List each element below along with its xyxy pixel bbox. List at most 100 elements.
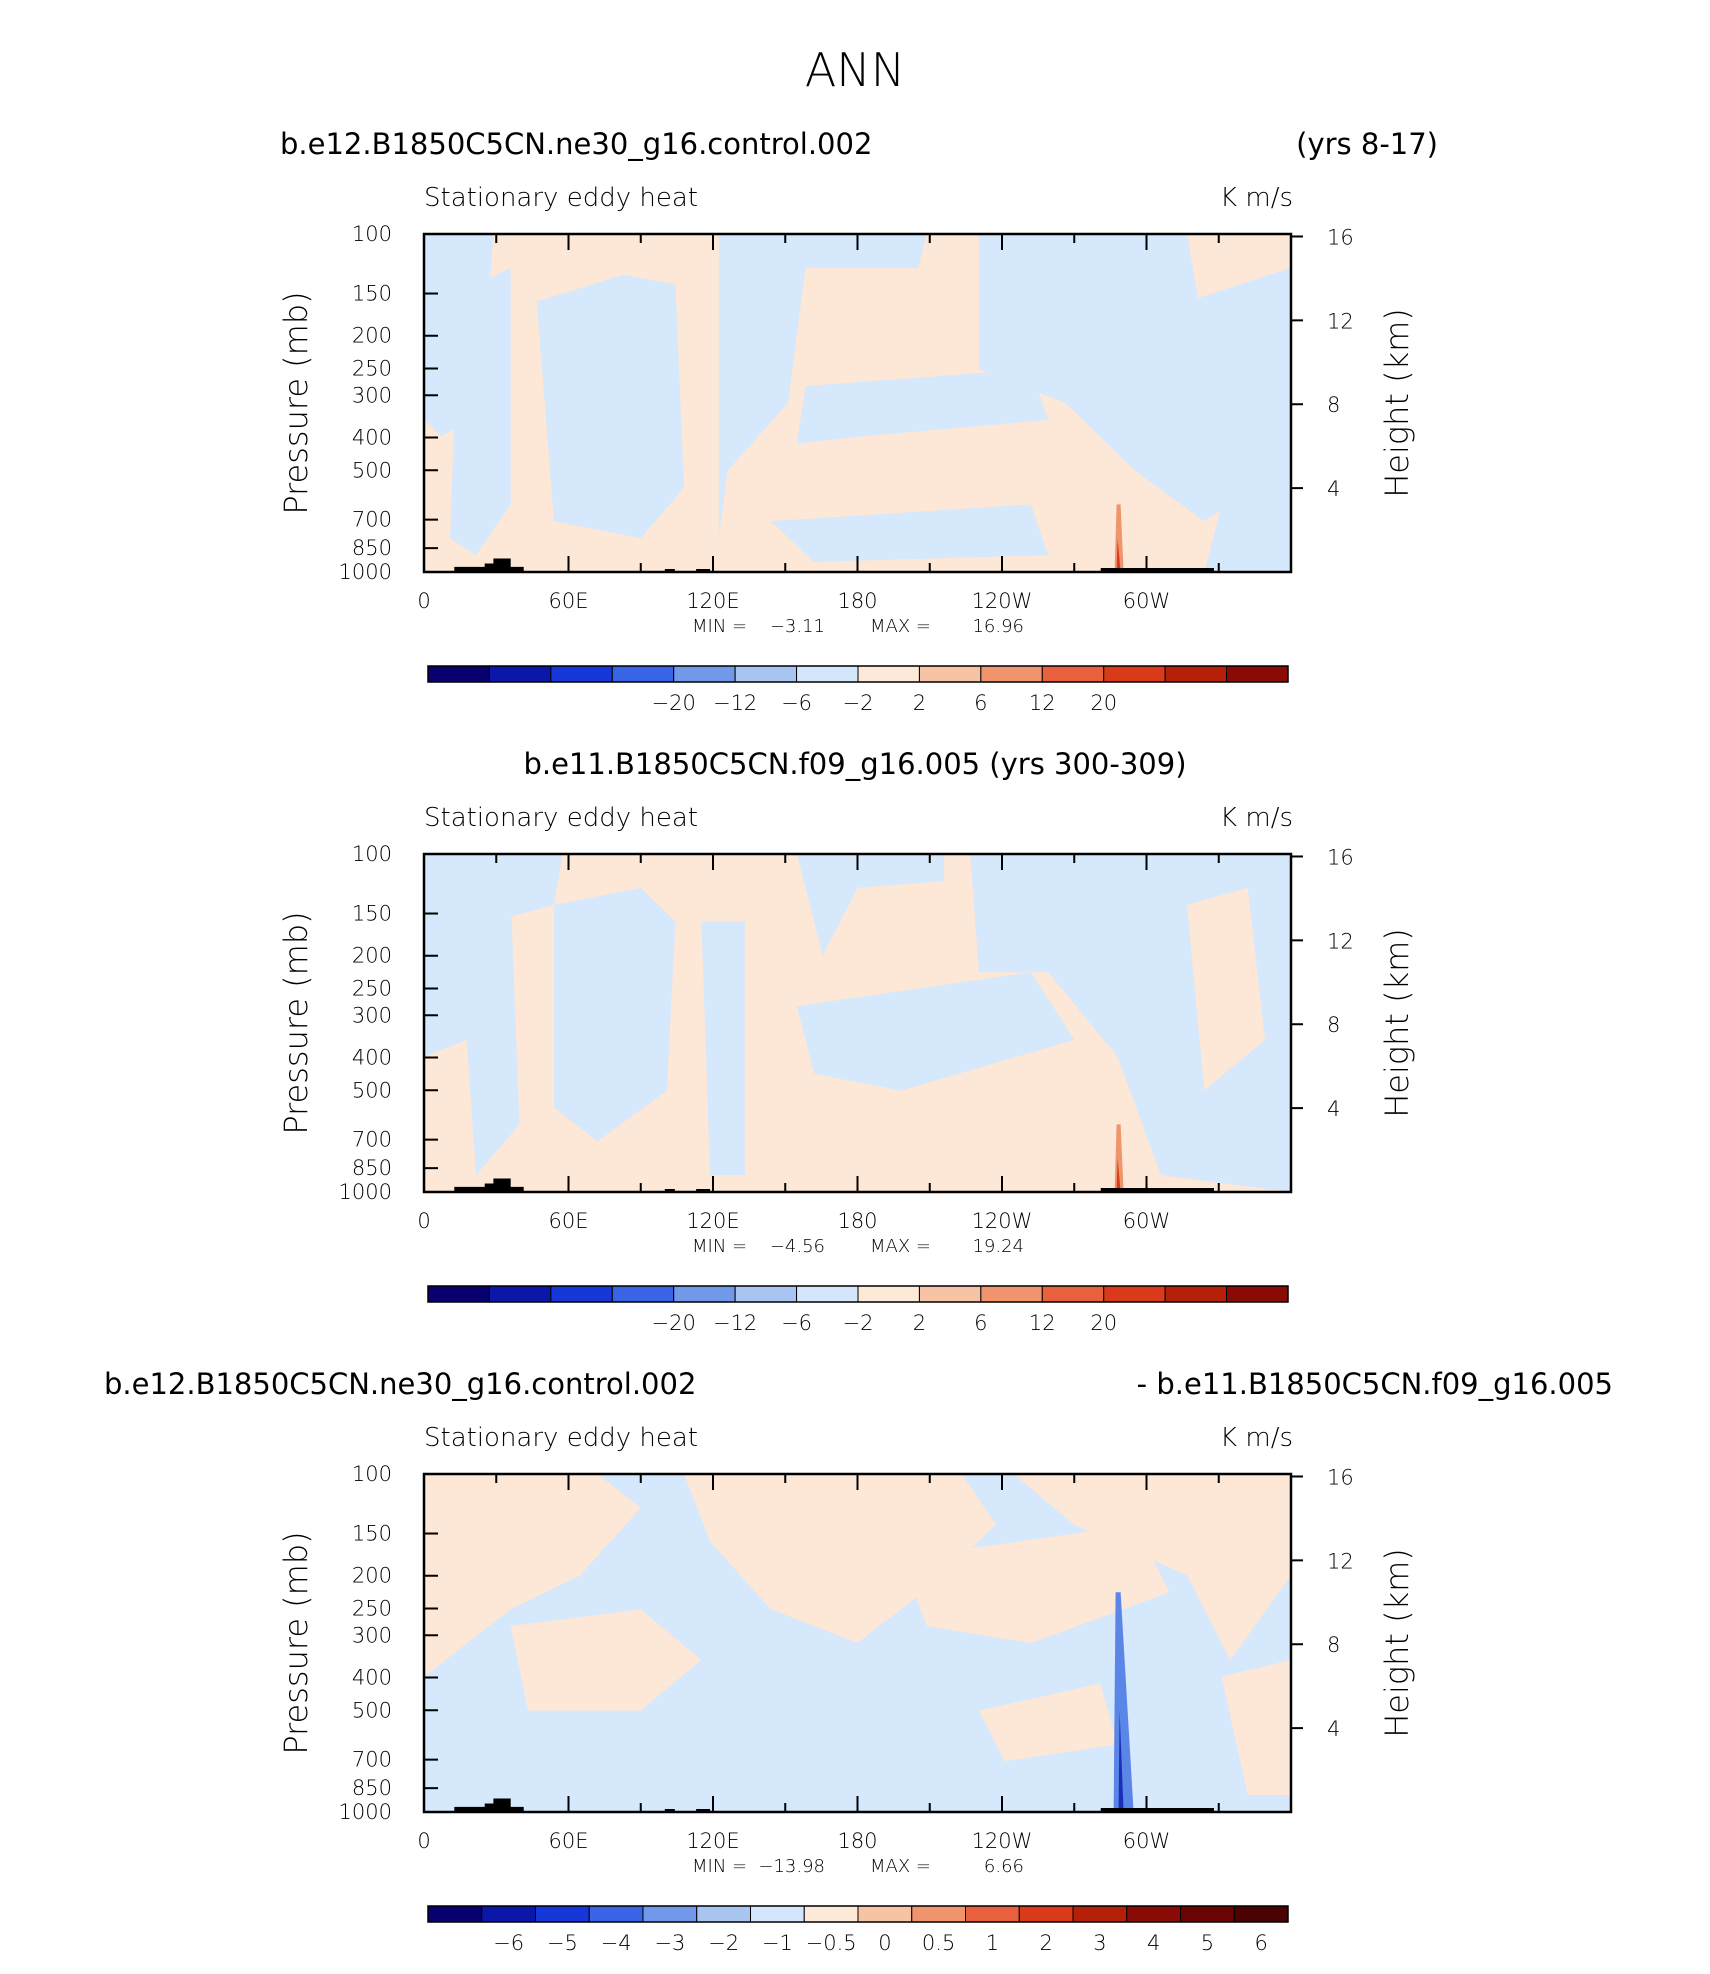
height-axis-label: Height (km) — [1378, 928, 1416, 1118]
colorbar-label: −1 — [762, 1931, 793, 1955]
pressure-tick-label: 850 — [352, 1776, 392, 1800]
field-contour-region — [554, 887, 676, 1142]
pressure-tick-label: 500 — [352, 458, 392, 482]
colorbar-label: −2 — [843, 691, 874, 715]
field-contour-region — [978, 1683, 1118, 1762]
colorbar-label: −5 — [547, 1931, 578, 1955]
terrain-asia — [664, 1809, 675, 1812]
colorbar-frame — [427, 665, 1289, 683]
andes-negative-feature — [1113, 1592, 1134, 1812]
height-tick-label: 8 — [1327, 1013, 1340, 1037]
colorbar-box — [642, 1905, 698, 1923]
pressure-tick-label: 700 — [352, 1748, 392, 1772]
pressure-tick-label: 200 — [352, 944, 392, 968]
max-value: 6.66 — [984, 1856, 1024, 1877]
case-label: b.e11.B1850C5CN.f09_g16.005 (yrs 300-309… — [523, 747, 1186, 781]
terrain-indonesia — [696, 1809, 711, 1812]
colorbar-box — [857, 665, 920, 683]
years-label: (yrs 8-17) — [1296, 127, 1438, 161]
field-contour-region — [1221, 1659, 1291, 1796]
height-tick-label: 4 — [1327, 1097, 1340, 1121]
field-contour-region — [1187, 267, 1291, 572]
field-contour-region — [718, 234, 927, 539]
colorbar-frame — [427, 1285, 1289, 1303]
min-label: MIN = — [692, 616, 747, 637]
longitude-tick-label: 60E — [549, 1209, 589, 1233]
colorbar-box — [673, 665, 736, 683]
terrain-indonesia — [696, 1189, 711, 1192]
terrain-south-america — [1100, 1188, 1214, 1192]
longitude-tick-label: 180 — [837, 1829, 877, 1853]
colorbar-box — [1041, 1285, 1105, 1303]
colorbar-label: −12 — [713, 691, 757, 715]
colorbar-box — [550, 665, 613, 683]
colorbar-label: 6 — [974, 1311, 987, 1335]
plot-title: Stationary eddy heat — [424, 1423, 698, 1453]
colorbar-box — [673, 1285, 736, 1303]
field-contour-region — [536, 274, 685, 539]
colorbar-box — [796, 665, 859, 683]
panel-1: b.e12.B1850C5CN.ne30_g16.control.002 (yrs… — [277, 127, 1438, 715]
longitude-tick-label: 180 — [837, 1209, 877, 1233]
colorbar-label: 20 — [1090, 691, 1117, 715]
pressure-tick-label: 300 — [352, 383, 392, 407]
colorbar-label: 2 — [913, 691, 926, 715]
colorbar-box — [611, 1285, 675, 1303]
colorbar-box — [980, 665, 1043, 683]
pressure-tick-label: 500 — [352, 1078, 392, 1102]
height-axis-label: Height (km) — [1378, 308, 1416, 498]
longitude-tick-label: 180 — [837, 589, 877, 613]
height-tick-label: 4 — [1327, 477, 1340, 501]
min-value: −3.11 — [770, 616, 825, 637]
andes-positive-feature — [1114, 1124, 1124, 1192]
plot-title: Stationary eddy heat — [424, 803, 698, 833]
terrain-asia — [664, 1189, 675, 1192]
colorbar-box — [918, 1285, 982, 1303]
colorbar-label: 6 — [974, 691, 987, 715]
pressure-tick-label: 150 — [352, 1522, 392, 1546]
colorbar-box — [488, 665, 552, 683]
colorbar-box — [857, 1285, 920, 1303]
colorbar-box — [750, 1905, 805, 1923]
colorbar-label: 6 — [1254, 1931, 1267, 1955]
max-label: MAX = — [870, 616, 931, 637]
longitude-tick-label: 60W — [1123, 1209, 1171, 1233]
longitude-tick-label: 60E — [549, 1829, 589, 1853]
colorbar-box — [734, 665, 798, 683]
field-contour-region — [1187, 887, 1265, 1091]
pressure-axis-label: Pressure (mb) — [277, 911, 315, 1134]
longitude-tick-label: 60E — [549, 589, 589, 613]
longitude-tick-label: 0 — [417, 1209, 430, 1233]
pressure-tick-label: 250 — [352, 977, 392, 1001]
pressure-tick-label: 100 — [352, 842, 392, 866]
colorbar-label: 4 — [1147, 1931, 1160, 1955]
colorbar-box — [1018, 1905, 1074, 1923]
colorbar-box — [1164, 1285, 1228, 1303]
longitude-tick-label: 0 — [417, 1829, 430, 1853]
pressure-tick-label: 850 — [352, 536, 392, 560]
longitude-tick-label: 120W — [972, 589, 1033, 613]
longitude-tick-label: 120E — [686, 1829, 739, 1853]
case-label-right: - b.e11.B1850C5CN.f09_g16.005 — [1137, 1367, 1613, 1401]
field-contour-region — [701, 921, 745, 1176]
colorbar-label: −12 — [713, 1311, 757, 1335]
colorbar-box — [1226, 665, 1289, 683]
colorbar-label: 2 — [1039, 1931, 1052, 1955]
height-tick-label: 16 — [1327, 845, 1354, 869]
longitude-tick-label: 0 — [417, 589, 430, 613]
colorbar-label: −2 — [708, 1931, 739, 1955]
max-label: MAX = — [870, 1856, 931, 1877]
colorbar-box — [1103, 665, 1166, 683]
case-label: b.e12.B1850C5CN.ne30_g16.control.002 — [104, 1367, 696, 1401]
pressure-tick-label: 100 — [352, 1462, 392, 1486]
colorbar-box — [427, 665, 490, 683]
colorbar-box — [1041, 665, 1105, 683]
pressure-tick-label: 500 — [352, 1698, 392, 1722]
colorbar-box — [911, 1905, 966, 1923]
page-title: ANN — [805, 43, 905, 97]
plot-title: Stationary eddy heat — [424, 183, 698, 213]
colorbar-label: 0.5 — [922, 1931, 955, 1955]
max-value: 16.96 — [972, 616, 1024, 637]
colorbar-label: 5 — [1201, 1931, 1214, 1955]
terrain-africa — [454, 1798, 524, 1812]
